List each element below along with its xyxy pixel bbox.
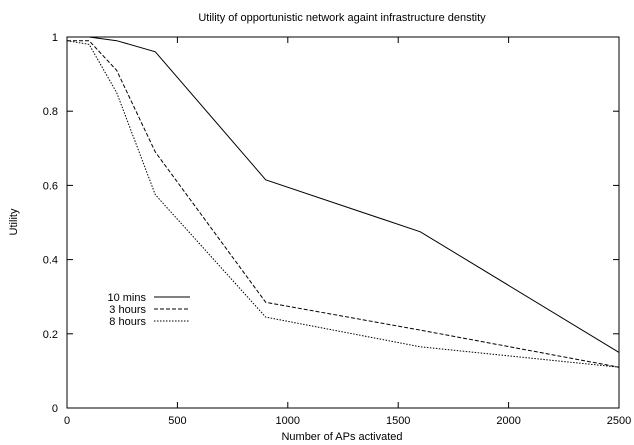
y-tick-label: 0.6 <box>43 180 58 192</box>
series-line-10-mins <box>67 36 620 353</box>
x-tick-label: 1500 <box>386 415 410 427</box>
legend-label: 3 hours <box>109 304 146 316</box>
x-tick-label: 2000 <box>496 415 520 427</box>
series-line-8-hours <box>66 40 620 368</box>
plot-frame <box>66 36 620 409</box>
y-tick-label: 1 <box>52 32 58 44</box>
series-lines <box>66 36 620 368</box>
x-tick-label: 500 <box>168 415 186 427</box>
series-line-3-hours <box>67 40 620 368</box>
x-axis-label: Number of APs activated <box>281 431 402 443</box>
legend-label: 10 mins <box>107 292 146 304</box>
x-tick-label: 1000 <box>276 415 300 427</box>
y-axis-label: Utility <box>8 208 20 235</box>
y-tick-label: 0 <box>52 403 58 415</box>
y-tick-label: 0.4 <box>43 255 58 267</box>
x-tick-label: 2500 <box>607 415 631 427</box>
chart-title: Utility of opportunistic network againt … <box>198 12 486 24</box>
legend-label: 8 hours <box>109 316 146 328</box>
x-tick-label: 0 <box>64 415 70 427</box>
plot-area <box>66 36 620 409</box>
axis-ticks: 0 500 1000 1500 2000 2500 0 0.2 0.4 0.6 0.8 1 <box>43 32 632 427</box>
y-tick-label: 0.2 <box>43 329 58 341</box>
y-tick-label: 0.8 <box>43 106 58 118</box>
